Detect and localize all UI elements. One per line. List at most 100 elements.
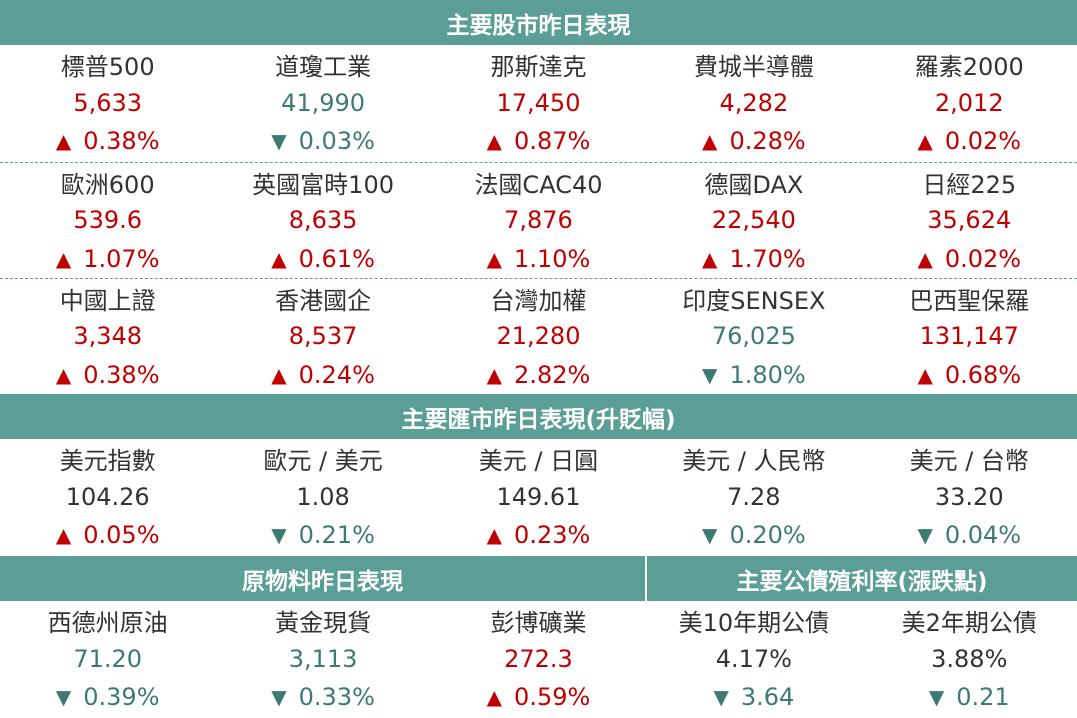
quote-value: 1.08 [296,482,350,511]
quote-name: 美元指數 [59,446,156,475]
equity-table: 標普500 5,633 ▲ 0.38% 道瓊工業 41,990 ▼ 0.03% 那斯達克 17,4… [0,45,1077,394]
up-triangle-icon: ▲ [486,523,503,548]
quote-change-value: 0.23% [514,521,591,550]
quote-change: ▼ 0.03% [271,122,375,161]
down-triangle-icon: ▼ [271,685,287,710]
quote-change-value: 3.64 [740,683,795,712]
quote-change: ▼ 0.21% [271,516,375,555]
quote-cell: 香港國企 8,537 ▲ 0.24% [215,279,430,394]
up-triangle-icon: ▲ [702,129,718,154]
quote-name: 那斯達克 [490,52,587,81]
quote-name: 美元 / 日圓 [478,446,599,475]
quote-change: ▲ 0.38% [56,122,160,161]
up-triangle-icon: ▲ [917,129,933,154]
quote-cell: 巴西聖保羅 131,147 ▲ 0.68% [862,279,1077,394]
down-triangle-icon: ▼ [271,129,287,154]
quote-change: ▼ 1.80% [702,356,806,394]
up-triangle-icon: ▲ [55,129,72,154]
quote-change-value: 0.59% [514,683,591,712]
quote-change: ▼ 0.04% [917,516,1021,555]
quote-cell: 道瓊工業 41,990 ▼ 0.03% [215,45,430,162]
quote-cell: 德國DAX 22,540 ▲ 1.70% [646,163,861,278]
quote-name: 美元 / 人民幣 [682,446,826,475]
quote-cell: 羅素2000 2,012 ▲ 0.02% [862,45,1077,162]
quote-change-value: 0.39% [83,683,160,712]
quote-name: 日經225 [922,170,1017,199]
fx-header: 主要匯市昨日表現(升貶幅) [0,394,1077,439]
quote-change-value: 2.82% [514,360,591,389]
up-triangle-icon: ▲ [55,246,72,271]
quote-cell: 美元 / 台幣 33.20 ▼ 0.04% [862,439,1077,556]
quote-value: 41,990 [281,88,366,117]
quote-change-value: 0.33% [298,683,375,712]
commodities-title: 原物料昨日表現 [242,568,403,595]
quote-value: 4.17% [715,644,792,673]
quote-value: 149.61 [496,482,581,511]
quote-change: ▲ 0.28% [702,122,806,161]
quote-value: 3,113 [288,644,358,673]
quote-cell: 西德州原油 71.20 ▼ 0.39% [0,601,215,717]
quote-cell: 美元指數 104.26 ▲ 0.05% [0,439,215,556]
quote-change: ▲ 0.24% [271,356,375,394]
fx-title: 主要匯市昨日表現(升貶幅) [401,406,676,433]
quote-value: 7,876 [504,206,573,235]
up-triangle-icon: ▲ [271,362,287,387]
quote-name: 羅素2000 [914,52,1024,81]
quote-change-value: 0.87% [514,127,591,156]
quote-value: 3.88% [931,644,1008,673]
down-triangle-icon: ▼ [271,523,287,548]
quote-cell: 美元 / 日圓 149.61 ▲ 0.23% [431,439,646,556]
quote-cell: 日經225 35,624 ▲ 0.02% [862,163,1077,278]
quote-change-value: 0.38% [83,360,160,389]
quote-value: 272.3 [504,644,573,673]
quote-change: ▲ 0.23% [487,516,591,555]
bonds-header: 主要公債殖利率(漲跌點) [645,556,1077,601]
quote-change-value: 1.70% [729,244,806,273]
quote-change: ▲ 0.38% [56,356,160,394]
quote-name: 標普500 [60,52,155,81]
equity-title: 主要股市昨日表現 [446,12,631,39]
quote-cell: 那斯達克 17,450 ▲ 0.87% [431,45,646,162]
up-triangle-icon: ▲ [486,129,503,154]
down-triangle-icon: ▼ [702,362,718,387]
quote-name: 道瓊工業 [275,52,372,81]
quote-change-value: 0.04% [944,521,1022,550]
down-triangle-icon: ▼ [928,685,945,710]
quote-name: 西德州原油 [47,608,168,637]
down-triangle-icon: ▼ [917,523,933,548]
quote-name: 美2年期公債 [901,608,1037,637]
quote-change: ▲ 0.05% [56,516,160,555]
quote-change: ▲ 0.61% [271,240,375,278]
quote-value: 104.26 [65,482,150,511]
quote-name: 歐元 / 美元 [263,446,383,475]
equity-row: 歐洲600 539.6 ▲ 1.07% 英國富時100 8,635 ▲ 0.61% 法國CAC4… [0,162,1077,278]
up-triangle-icon: ▲ [55,362,72,387]
quote-change: ▼ 3.64 [713,678,794,717]
quote-name: 香港國企 [275,286,372,315]
quote-name: 德國DAX [704,170,804,199]
quote-change: ▲ 0.68% [917,356,1021,394]
quote-value: 8,537 [288,322,358,351]
quote-cell: 中國上證 3,348 ▲ 0.38% [0,279,215,394]
quote-value: 21,280 [496,322,581,351]
quote-value: 33.20 [934,482,1004,511]
quote-name: 法國CAC40 [474,170,603,199]
down-triangle-icon: ▼ [55,685,72,710]
quote-cell: 歐洲600 539.6 ▲ 1.07% [0,163,215,278]
quote-change-value: 0.03% [298,127,375,156]
quote-value: 7.28 [727,482,781,511]
commodities-bonds-table: 西德州原油 71.20 ▼ 0.39% 黃金現貨 3,113 ▼ 0.33% 彭博礦業 272.3… [0,601,1077,717]
quote-cell: 台灣加權 21,280 ▲ 2.82% [431,279,646,394]
bonds-title: 主要公債殖利率(漲跌點) [736,568,988,595]
quote-cell: 法國CAC40 7,876 ▲ 1.10% [431,163,646,278]
quote-change: ▲ 1.10% [487,240,591,278]
quote-change: ▼ 0.39% [56,678,160,717]
equity-row: 中國上證 3,348 ▲ 0.38% 香港國企 8,537 ▲ 0.24% 台灣加權 21,280… [0,278,1077,394]
quote-change: ▲ 0.59% [487,678,591,717]
quote-cell: 印度SENSEX 76,025 ▼ 1.80% [646,279,861,394]
quote-cell: 美元 / 人民幣 7.28 ▼ 0.20% [646,439,861,556]
quote-value: 3,348 [73,322,143,351]
quote-change-value: 0.28% [729,127,806,156]
quote-name: 印度SENSEX [682,286,826,315]
quote-value: 5,633 [73,88,143,117]
